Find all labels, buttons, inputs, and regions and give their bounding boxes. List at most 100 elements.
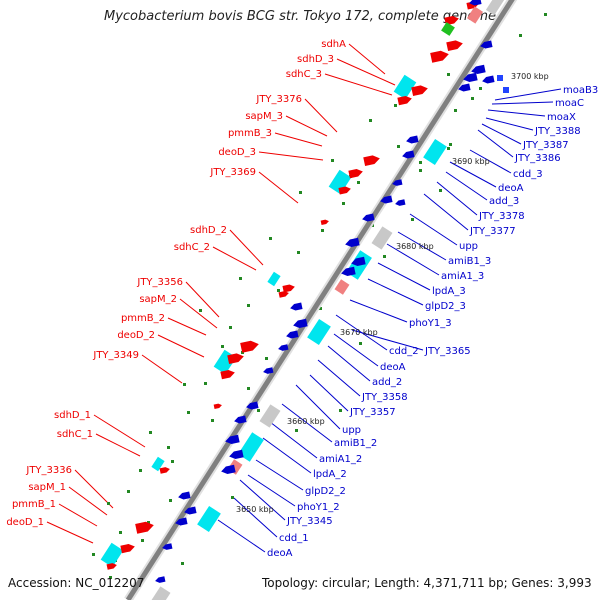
label-leader — [269, 421, 318, 459]
tick-dot — [169, 499, 172, 502]
label-leader — [386, 243, 440, 276]
tick-dot — [221, 345, 224, 348]
forward-gene-label: sapM_3 — [245, 111, 283, 122]
reverse-gene-arrow — [392, 179, 403, 186]
label-leader — [409, 213, 458, 246]
tick-dot — [204, 382, 207, 385]
forward-gene-arrow — [213, 403, 222, 409]
forward-gene-label: sdhC_1 — [57, 429, 93, 440]
reverse-gene-label: add_3 — [489, 196, 519, 207]
tick-dot — [187, 411, 190, 414]
reverse-gene-arrow — [402, 150, 415, 159]
label-leader — [494, 88, 562, 101]
reverse-gene-box — [371, 226, 393, 250]
forward-gene-label: deoD_2 — [117, 330, 155, 341]
reverse-gene-label: upp — [459, 241, 478, 252]
reverse-gene-label: moaC — [555, 98, 584, 109]
label-leader — [262, 437, 312, 474]
reverse-gene-box — [197, 505, 221, 533]
tick-dot — [107, 502, 110, 505]
label-leader — [449, 161, 497, 188]
label-leader — [336, 58, 396, 86]
tick-dot — [299, 191, 302, 194]
tick-dot — [394, 104, 397, 107]
tick-dot — [383, 255, 386, 258]
forward-gene-label: sdhD_1 — [54, 410, 91, 421]
label-leader — [217, 519, 266, 553]
reverse-gene-label: cdd_3 — [513, 169, 543, 180]
reverse-gene-label: JTY_3378 — [478, 211, 525, 222]
forward-gene-label: deoD_3 — [218, 147, 256, 158]
tick-dot — [544, 13, 547, 16]
forward-gene-arrow — [363, 155, 380, 166]
label-leader — [309, 374, 349, 412]
kbp-tick-label: 3700 kbp — [511, 72, 549, 81]
reverse-gene-arrow — [278, 344, 289, 351]
tick-dot — [211, 419, 214, 422]
tick-dot — [147, 521, 150, 524]
forward-gene-label: sdhA — [321, 39, 346, 50]
tick-dot — [127, 490, 130, 493]
forward-gene-arrow — [446, 40, 463, 51]
reverse-gene-label: amiB1_3 — [448, 256, 491, 267]
reverse-gene-arrow — [471, 64, 486, 75]
forward-gene-arrow — [220, 369, 235, 380]
reverse-gene-label: cdd_2 — [389, 346, 419, 357]
cyan-gene-box — [328, 169, 352, 195]
tick-dot — [167, 446, 170, 449]
forward-gene-arrow — [411, 85, 428, 96]
label-leader — [58, 503, 98, 527]
label-leader — [274, 132, 323, 147]
reverse-gene-label: glpD2_3 — [425, 301, 466, 312]
forward-gene-label: sapM_1 — [28, 482, 66, 493]
label-leader — [367, 278, 424, 306]
cyan-gene-box — [393, 74, 417, 100]
kbp-tick-label: 3690 kbp — [452, 157, 490, 166]
reverse-gene-arrow — [221, 464, 236, 475]
tick-dot — [321, 229, 324, 232]
forward-gene-label: sdhD_2 — [190, 225, 227, 236]
reverse-gene-label: JTY_3365 — [424, 346, 471, 357]
label-leader — [377, 262, 431, 291]
tick-dot — [109, 576, 112, 579]
reverse-gene-box — [259, 404, 281, 428]
forward-gene-arrow — [159, 467, 170, 474]
reverse-gene-label: moaX — [547, 112, 576, 123]
forward-gene-arrow — [106, 563, 117, 570]
forward-gene-label: JTY_3376 — [255, 94, 302, 105]
reverse-gene-label: cdd_1 — [279, 533, 309, 544]
tick-dot — [447, 73, 450, 76]
reverse-gene-label: amiB1_2 — [334, 438, 377, 449]
label-leader — [469, 149, 512, 174]
label-leader — [327, 345, 371, 382]
label-leader — [295, 384, 341, 430]
tick-dot — [357, 181, 360, 184]
label-leader — [157, 334, 205, 358]
label-leader — [247, 474, 296, 507]
reverse-gene-label: amiA1_2 — [319, 454, 362, 465]
reverse-gene-arrow — [225, 434, 240, 445]
reverse-gene-label: JTY_3377 — [469, 226, 516, 237]
reverse-gene-label: add_2 — [372, 377, 402, 388]
label-leader — [317, 359, 361, 397]
tick-dot — [149, 431, 152, 434]
reverse-gene-label: JTY_3357 — [349, 407, 396, 418]
forward-gene-label: sdhC_3 — [286, 69, 322, 80]
tick-dot — [141, 539, 144, 542]
topology-text: Topology: circular; Length: 4,371,711 bp… — [262, 576, 592, 590]
label-leader — [348, 43, 386, 75]
forward-gene-arrow — [397, 95, 412, 106]
reverse-gene-arrow — [162, 543, 173, 550]
reverse-gene-arrow — [345, 237, 360, 248]
forward-gene-arrow — [444, 15, 459, 26]
tick-dot — [171, 460, 174, 463]
reverse-gene-arrow — [482, 75, 495, 84]
tick-dot — [339, 409, 342, 412]
reverse-gene-arrow — [480, 40, 493, 49]
reverse-gene-arrow — [469, 0, 482, 6]
tick-dot — [231, 496, 234, 499]
tick-dot — [239, 277, 242, 280]
reverse-gene-box — [485, 0, 505, 16]
label-leader — [233, 497, 278, 538]
